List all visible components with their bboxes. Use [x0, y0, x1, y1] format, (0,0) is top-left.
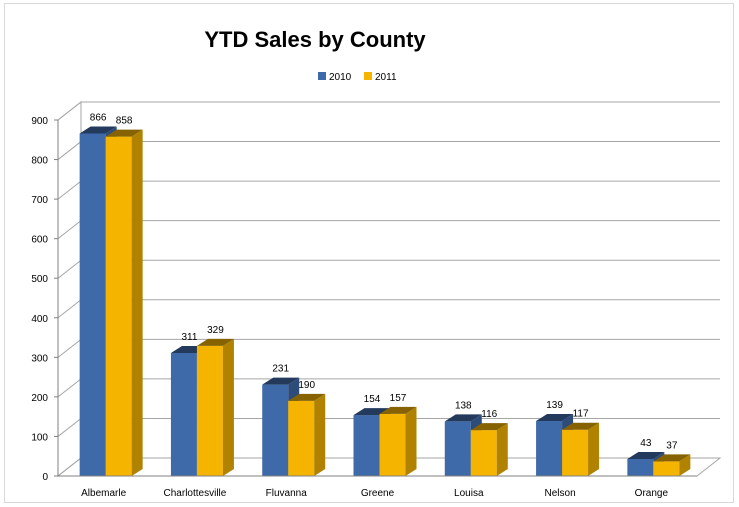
bar-side — [588, 422, 600, 476]
bar-2011-albemarle — [105, 129, 143, 476]
bar-top — [288, 393, 326, 401]
bar-side — [314, 393, 326, 476]
data-label: 190 — [298, 380, 315, 391]
bar-front — [627, 458, 654, 476]
bar-front — [470, 430, 497, 476]
y-tick-label: 900 — [31, 116, 48, 127]
gridline — [57, 180, 720, 200]
data-label: 231 — [272, 364, 289, 375]
y-tick-label: 0 — [42, 472, 48, 483]
data-label: 138 — [455, 400, 472, 411]
data-label: 329 — [207, 325, 224, 336]
x-axis: Albemarle Charlottesville Fluvanna Greene Lo… — [58, 475, 697, 499]
data-labels: 866 858 311 329 231 190 154 157 138 116 139 117 43 37 — [90, 112, 678, 451]
bar-front — [262, 384, 289, 476]
y-tick-label: 200 — [31, 393, 48, 404]
bar-front — [288, 400, 315, 476]
data-label: 43 — [640, 438, 652, 449]
bar-2011-orange — [653, 454, 691, 476]
legend-label: 2011 — [375, 72, 397, 83]
x-tick-label: Greene — [361, 488, 395, 499]
data-label: 139 — [546, 400, 563, 411]
bar-front — [196, 345, 223, 476]
x-tick-label: Nelson — [545, 488, 576, 499]
x-tick-label: Charlottesville — [164, 488, 227, 499]
data-label: 117 — [573, 409, 589, 420]
bar-top — [262, 377, 300, 385]
y-tick-label: 800 — [31, 156, 48, 167]
bar-front — [105, 136, 132, 476]
bar-top — [627, 451, 665, 459]
x-tick-label: Louisa — [454, 488, 484, 499]
bar-top — [196, 338, 234, 346]
bar-front — [536, 421, 563, 476]
bar-top — [536, 414, 574, 422]
gridline — [57, 101, 720, 121]
bar-front — [353, 415, 380, 476]
data-label: 311 — [181, 332, 197, 343]
bar-side — [496, 423, 508, 476]
bar-front — [170, 352, 197, 476]
bar-side — [131, 129, 143, 476]
gridline — [57, 220, 720, 240]
bar-2011-charlottesville — [196, 338, 234, 476]
side-wall — [57, 100, 82, 478]
y-tick-label: 700 — [31, 195, 48, 206]
x-tick-label: Fluvanna — [266, 488, 308, 499]
x-tick-label: Albemarle — [81, 488, 126, 499]
bar-2011-louisa — [470, 423, 508, 476]
legend: 2010 2011 — [318, 72, 397, 83]
bar-front — [79, 133, 106, 476]
bar-2011-greene — [379, 406, 417, 476]
data-label: 154 — [364, 394, 381, 405]
y-tick-label: 400 — [31, 314, 48, 325]
y-tick-label: 300 — [31, 353, 48, 364]
bar-top — [379, 406, 417, 414]
data-label: 866 — [90, 112, 107, 123]
x-tick-label: Orange — [635, 488, 669, 499]
bar-front — [444, 421, 471, 476]
chart-frame — [4, 3, 734, 503]
bar-top — [105, 129, 143, 137]
bar-side — [405, 406, 417, 476]
bar-2011-nelson — [562, 422, 600, 476]
legend-label: 2010 — [329, 72, 352, 83]
y-tick-label: 100 — [31, 432, 48, 443]
bar-top — [562, 422, 600, 430]
bar-top — [79, 126, 117, 134]
bars — [79, 126, 691, 477]
bar-front — [562, 429, 589, 476]
legend-swatch — [318, 72, 326, 80]
bar-top — [470, 423, 508, 431]
y-tick-label: 600 — [31, 235, 48, 246]
y-axis: 0 100 200 300 400 500 600 700 800 900 — [31, 116, 59, 483]
gridline — [57, 259, 720, 279]
bar-top — [444, 414, 482, 422]
chart-title: YTD Sales by County — [204, 27, 426, 52]
data-label: 858 — [116, 116, 133, 127]
bar-top — [653, 454, 691, 462]
data-label: 37 — [666, 440, 678, 451]
data-label: 116 — [481, 409, 497, 420]
gridline — [57, 141, 720, 160]
bar-front — [379, 413, 406, 476]
data-label: 157 — [390, 393, 407, 404]
legend-swatch — [364, 72, 372, 80]
gridline — [57, 299, 720, 319]
gridline — [57, 338, 720, 358]
bar-2011-fluvanna — [288, 393, 326, 476]
bar-side — [222, 338, 234, 476]
y-tick-label: 500 — [31, 274, 48, 285]
bar-front — [653, 461, 680, 476]
bar-side — [679, 454, 691, 476]
